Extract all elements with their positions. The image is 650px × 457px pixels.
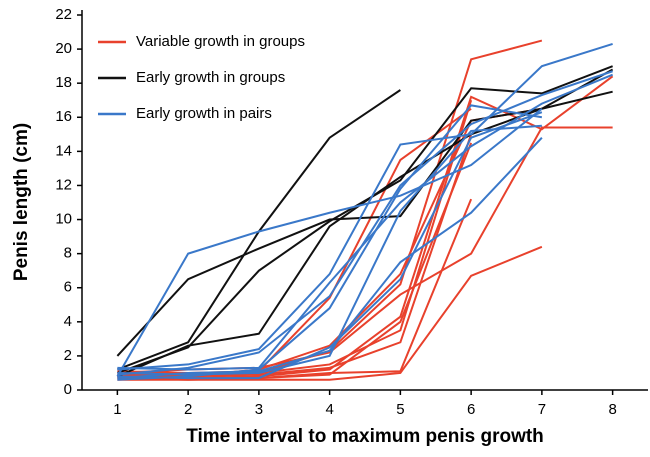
x-tick-label: 1	[113, 401, 121, 418]
x-axis-title: Time interval to maximum penis growth	[186, 426, 544, 447]
x-tick-label: 3	[255, 401, 263, 418]
legend-label: Early growth in pairs	[136, 105, 272, 122]
y-tick-label: 18	[55, 74, 72, 91]
x-tick-label: 4	[325, 401, 333, 418]
y-tick-label: 16	[55, 108, 72, 125]
x-tick-label: 7	[538, 401, 546, 418]
series-line	[117, 142, 473, 381]
series-line	[117, 111, 543, 380]
y-tick-label: 20	[55, 40, 72, 57]
series-line	[117, 124, 542, 376]
y-tick-label: 0	[64, 381, 72, 398]
series-line	[117, 43, 613, 371]
series-line	[117, 89, 401, 371]
y-tick-label: 6	[64, 279, 72, 296]
x-tick-label: 5	[396, 401, 404, 418]
y-tick-label: 4	[64, 313, 72, 330]
series-line	[117, 107, 472, 374]
series-line	[117, 39, 543, 378]
y-tick-label: 8	[64, 245, 72, 262]
series-line	[116, 68, 614, 378]
legend-label: Variable growth in groups	[136, 33, 305, 50]
x-tick-label: 6	[467, 401, 475, 418]
y-tick-label: 2	[64, 347, 72, 364]
x-tick-label: 8	[608, 401, 616, 418]
y-tick-label: 10	[55, 211, 72, 228]
y-tick-label: 12	[55, 176, 72, 193]
y-tick-label: 14	[55, 142, 72, 159]
y-axis-title: Penis length (cm)	[11, 123, 32, 281]
series-line	[117, 73, 614, 371]
series-line	[116, 107, 543, 377]
series-line	[117, 104, 543, 381]
series-line	[117, 70, 613, 376]
legend-label: Early growth in groups	[136, 69, 285, 86]
y-tick-label: 22	[55, 6, 72, 23]
x-tick-label: 2	[184, 401, 192, 418]
series-line	[117, 137, 543, 380]
